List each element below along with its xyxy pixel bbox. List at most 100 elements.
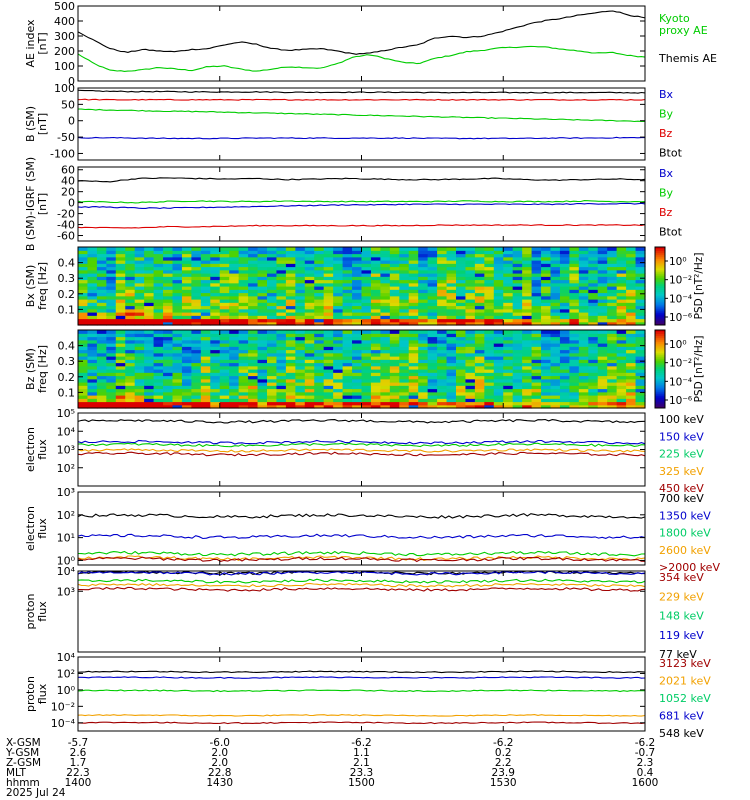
psd-cell: [304, 365, 315, 370]
colorbar-segment: [655, 363, 665, 366]
psd-cell: [512, 391, 523, 396]
psd-cell: [578, 286, 589, 290]
psd-cell: [588, 401, 599, 406]
psd-cell: [342, 276, 353, 281]
psd-cell: [78, 391, 89, 396]
psd-cell: [569, 391, 580, 396]
psd-cell: [389, 401, 400, 406]
psd-cell: [418, 339, 429, 344]
psd-cell: [370, 385, 381, 390]
psd-cell: [163, 362, 174, 367]
time-row-value: -6.0: [210, 737, 231, 749]
psd-cell: [408, 391, 419, 396]
psd-cell: [408, 401, 419, 406]
series--2000-kev: [77, 556, 646, 563]
colorbar-segment: [655, 252, 665, 256]
psd-cell: [276, 247, 287, 251]
psd-cell: [399, 395, 410, 399]
colorbar-tick-label: 10⁻⁴: [669, 376, 692, 388]
psd-cell: [257, 305, 268, 310]
y-tick-label: 0.3: [58, 355, 76, 368]
psd-cell: [465, 362, 476, 367]
psd-cell: [569, 388, 580, 393]
psd-cell: [115, 273, 126, 277]
psd-cell: [219, 282, 230, 287]
y-tick-label: 200: [54, 45, 75, 58]
psd-cell: [474, 391, 485, 396]
psd-cell: [323, 395, 334, 399]
psd-cell: [588, 260, 599, 264]
psd-cell: [408, 292, 419, 297]
psd-cell: [333, 318, 344, 323]
psd-cell: [427, 372, 438, 377]
colorbar-segment: [655, 355, 665, 358]
psd-cell: [257, 395, 268, 399]
psd-cell: [352, 318, 363, 323]
psd-cell: [323, 378, 334, 383]
psd-cell: [106, 388, 117, 393]
y-tick-label: 100: [54, 60, 75, 73]
psd-cell: [446, 247, 457, 251]
psd-cell: [635, 269, 646, 274]
psd-cell: [474, 318, 485, 323]
psd-cell: [569, 295, 580, 300]
psd-cell: [484, 250, 495, 255]
psd-cell: [474, 349, 485, 354]
psd-cell: [200, 286, 211, 290]
psd-cell: [229, 247, 240, 251]
psd-cell: [115, 279, 126, 284]
psd-cell: [559, 339, 570, 344]
psd-cell: [399, 292, 410, 297]
psd-cell: [276, 276, 287, 281]
psd-cell: [635, 382, 646, 386]
psd-cell: [597, 330, 608, 334]
psd-cell: [531, 256, 542, 261]
psd-cell: [304, 269, 315, 274]
psd-cell: [616, 282, 627, 287]
colorbar-segment: [655, 351, 665, 354]
psd-cell: [503, 312, 514, 316]
psd-cell: [607, 352, 618, 357]
psd-cell: [314, 372, 325, 377]
psd-cell: [323, 385, 334, 390]
psd-cell: [597, 260, 608, 264]
psd-cell: [474, 302, 485, 307]
colorbar-segment: [655, 311, 665, 314]
psd-cell: [238, 247, 249, 251]
psd-cell: [134, 385, 145, 390]
psd-cell: [380, 276, 391, 281]
psd-cell: [427, 395, 438, 399]
psd-cell: [626, 282, 637, 287]
psd-cell: [456, 318, 467, 323]
psd-cell: [172, 352, 183, 357]
psd-cell: [295, 312, 306, 316]
psd-cell: [427, 346, 438, 351]
psd-cell: [210, 378, 221, 383]
colorbar-segment: [655, 270, 665, 273]
psd-cell: [153, 339, 164, 344]
psd-cell: [352, 273, 363, 277]
psd-cell: [446, 336, 457, 341]
psd-cell: [304, 289, 315, 294]
colorbar-segment: [655, 372, 665, 376]
psd-cell: [181, 276, 192, 281]
psd-cell: [267, 282, 278, 287]
psd-cell: [191, 253, 202, 258]
psd-cell: [635, 391, 646, 396]
psd-cell: [635, 312, 646, 316]
psd-cell: [323, 388, 334, 393]
psd-cell: [531, 359, 542, 364]
psd-cell: [588, 253, 599, 258]
psd-cell: [616, 315, 627, 320]
psd-cell: [153, 349, 164, 354]
psd-cell: [229, 388, 240, 393]
psd-cell: [522, 308, 533, 313]
psd-cell: [474, 343, 485, 347]
psd-cell: [144, 359, 155, 364]
psd-cell: [597, 339, 608, 344]
psd-cell: [361, 339, 372, 344]
psd-cell: [437, 356, 448, 360]
psd-cell: [200, 289, 211, 294]
psd-cell: [342, 273, 353, 277]
psd-cell: [248, 315, 259, 320]
